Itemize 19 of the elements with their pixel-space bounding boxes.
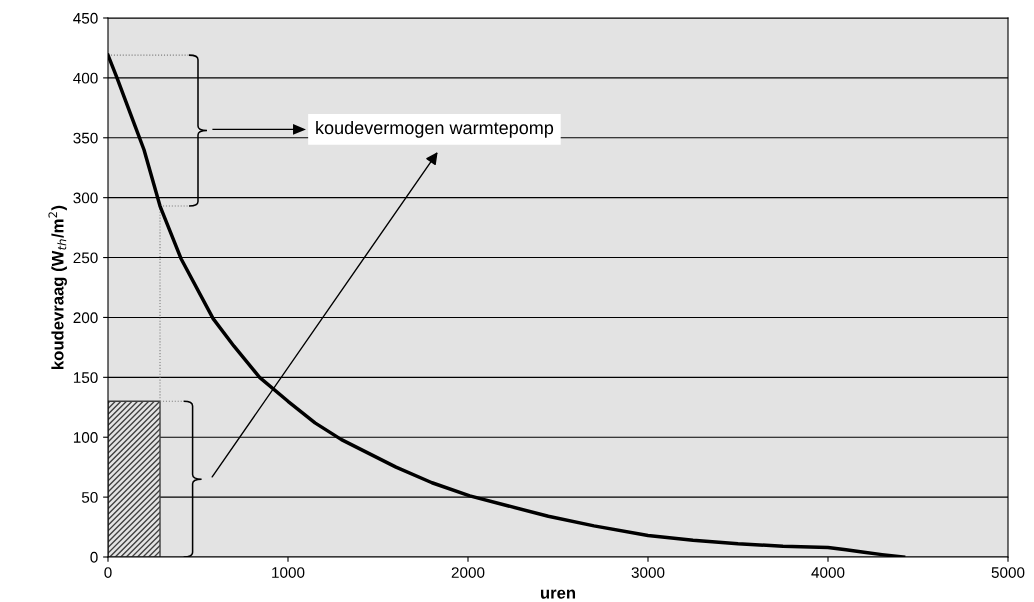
x-tick-label: 1000 xyxy=(272,567,305,578)
x-tick-label: 5000 xyxy=(991,567,1025,578)
y-tick-label: 100 xyxy=(73,432,98,443)
annotation: koudevermogen warmtepomp xyxy=(316,120,554,138)
y-tick-label: 250 xyxy=(73,252,98,264)
y-tick-label: 400 xyxy=(73,72,98,84)
x-axis-title: uren xyxy=(540,589,576,599)
y-tick-label: 150 xyxy=(73,372,98,384)
x-tick-label: 4000 xyxy=(811,567,845,578)
x-tick-label: 2000 xyxy=(451,567,485,578)
y-tick-label: 350 xyxy=(73,132,98,144)
y-tick-label: 50 xyxy=(81,491,98,503)
y-tick-label: 0 xyxy=(90,551,98,563)
y-tick-label: 300 xyxy=(73,192,98,204)
x-tick-label: 0 xyxy=(104,567,112,578)
y-tick-label: 200 xyxy=(73,312,98,324)
y-tick-label: 450 xyxy=(73,12,98,24)
x-tick-label: 3000 xyxy=(631,567,665,578)
y-axis-title: koudevraag (W$_{th}$/m$^{2}$) xyxy=(48,205,67,369)
